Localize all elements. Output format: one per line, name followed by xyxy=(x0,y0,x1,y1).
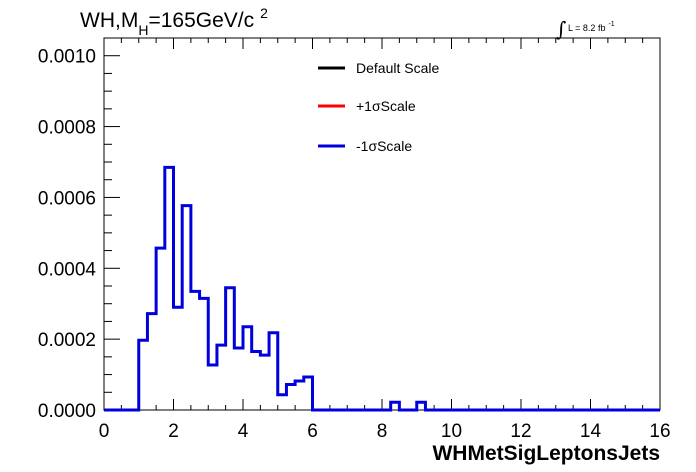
title-main: WH,M xyxy=(80,9,138,32)
y-tick-label: 0.0004 xyxy=(38,259,97,280)
title-superscript: 2 xyxy=(260,5,268,21)
y-tick-label: 0.0010 xyxy=(38,47,96,68)
lumi-label: ∫ L = 8.2 fb -1 xyxy=(556,17,615,41)
lumi-text: L = 8.2 fb xyxy=(568,23,605,33)
x-axis: 0 2 4 6 8 10 12 14 16 xyxy=(99,38,671,442)
x-tick-label: 8 xyxy=(377,421,388,442)
x-tick-label: 16 xyxy=(649,421,670,442)
svg-text:L = 8.2 fb-1: L = 8.2 fb -1 xyxy=(568,21,615,33)
legend-label: +1σScale xyxy=(356,98,416,114)
x-tick-label: 6 xyxy=(307,421,318,442)
legend-label: Default Scale xyxy=(356,60,439,76)
x-tick-label: 4 xyxy=(238,421,249,442)
x-tick-label: 10 xyxy=(441,421,462,442)
x-tick-label: 12 xyxy=(510,421,531,442)
svg-text:WH,MH=165GeV/c2: WH,MH=165GeV/c 2 xyxy=(80,5,268,38)
y-tick-label: 0.0000 xyxy=(38,401,96,422)
lumi-superscript: -1 xyxy=(608,21,614,28)
title: WH,MH=165GeV/c 2 xyxy=(80,5,268,38)
x-tick-label: 14 xyxy=(580,421,602,442)
x-axis-label: WHMetSigLeptonsJets xyxy=(432,442,660,465)
legend: Default Scale +1σScale -1σScale xyxy=(318,60,439,154)
y-axis: 0.0000 0.0002 0.0004 0.0006 0.0008 0.0010 xyxy=(38,37,120,422)
x-tick-label: 0 xyxy=(99,421,110,442)
legend-label: -1σScale xyxy=(356,138,412,154)
title-rest: =165GeV/c xyxy=(148,9,254,32)
title-subscript: H xyxy=(138,22,148,38)
y-tick-label: 0.0006 xyxy=(38,188,96,209)
plot-frame xyxy=(103,37,661,411)
integral-symbol: ∫ xyxy=(556,17,566,41)
series-line xyxy=(104,165,660,412)
series-layer xyxy=(104,165,660,412)
x-tick-label: 2 xyxy=(168,421,179,442)
y-tick-label: 0.0002 xyxy=(38,330,96,351)
y-tick-label: 0.0008 xyxy=(38,118,96,139)
